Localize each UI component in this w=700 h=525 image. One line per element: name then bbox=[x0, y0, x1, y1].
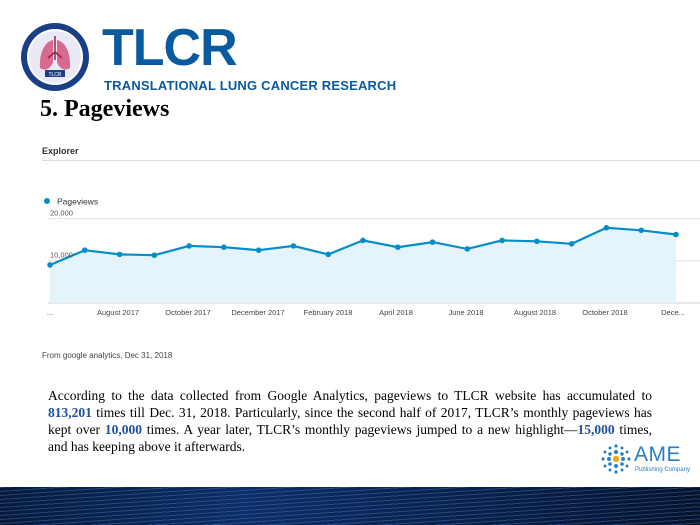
brand-logo-title: TLCR bbox=[102, 19, 238, 77]
data-point bbox=[360, 237, 366, 244]
highlight-total-pageviews: 813,201 bbox=[48, 405, 92, 420]
brand-logo-subtitle: TRANSLATIONAL LUNG CANCER RESEARCH bbox=[104, 78, 397, 93]
paragraph-text-1: According to the data collected from Goo… bbox=[48, 388, 652, 403]
data-point bbox=[151, 252, 158, 259]
data-point bbox=[290, 243, 297, 249]
data-point bbox=[499, 237, 505, 244]
seal-text: TLCR bbox=[48, 72, 61, 78]
data-point bbox=[534, 238, 540, 245]
x-tick-label: April 2018 bbox=[379, 308, 413, 317]
x-tick-label: June 2018 bbox=[448, 308, 483, 317]
data-point bbox=[325, 251, 332, 258]
data-point bbox=[568, 241, 575, 247]
x-tick-label: December 2017 bbox=[231, 308, 284, 317]
data-point bbox=[464, 246, 471, 252]
explorer-divider bbox=[42, 160, 700, 161]
x-tick-label: Dece... bbox=[661, 308, 685, 317]
highlight-monthly-10000: 10,000 bbox=[104, 422, 142, 437]
data-point bbox=[429, 239, 436, 245]
tlcr-seal-logo: TLCR bbox=[21, 23, 89, 91]
summary-paragraph: According to the data collected from Goo… bbox=[48, 387, 652, 455]
paragraph-text-2: times till Dec. 31, 2018. Particularly, … bbox=[48, 405, 652, 437]
pageviews-line-chart: 20,000 10,000 ... August 2017 October 2017 D… bbox=[44, 197, 700, 317]
ame-dot-globe-icon bbox=[601, 444, 631, 474]
chart-points bbox=[47, 224, 679, 268]
paragraph-text-4: times, and has keeping above it afterwar… bbox=[48, 422, 652, 454]
chart-x-ticks: ... August 2017 October 2017 December 2017 F… bbox=[47, 308, 685, 317]
y-tick-label: 10,000 bbox=[50, 251, 73, 260]
x-tick-label: August 2018 bbox=[514, 308, 556, 317]
x-tick-label: October 2017 bbox=[165, 308, 210, 317]
data-point bbox=[221, 244, 227, 250]
data-point bbox=[186, 243, 192, 249]
x-tick-label: ... bbox=[47, 308, 53, 317]
y-tick-label: 20,000 bbox=[50, 208, 73, 217]
highlight-monthly-15000: 15,000 bbox=[577, 422, 615, 437]
x-tick-label: February 2018 bbox=[304, 308, 353, 317]
legend-marker-pageviews bbox=[44, 198, 50, 204]
legend-label-pageviews: Pageviews bbox=[57, 197, 98, 207]
source-note: From google analytics, Dec 31, 2018 bbox=[42, 351, 173, 360]
data-point bbox=[673, 231, 679, 238]
slide-title: 5. Pageviews bbox=[40, 96, 170, 122]
data-point bbox=[81, 247, 88, 253]
data-point bbox=[394, 244, 401, 250]
x-tick-label: August 2017 bbox=[97, 308, 139, 317]
chart-y-ticks: 20,000 10,000 bbox=[50, 208, 73, 259]
data-point bbox=[603, 224, 610, 231]
data-point bbox=[255, 247, 262, 253]
data-point bbox=[116, 251, 123, 258]
chart-legend: Pageviews bbox=[44, 197, 98, 207]
ame-logo-subtitle: Publishing Company bbox=[635, 467, 691, 473]
explorer-tab-label: Explorer bbox=[42, 146, 79, 156]
footer-decorative-band bbox=[0, 487, 700, 525]
data-point bbox=[47, 262, 53, 268]
paragraph-text-3: times. A year later, TLCR’s monthly page… bbox=[141, 422, 578, 437]
x-tick-label: October 2018 bbox=[582, 308, 627, 317]
data-point bbox=[638, 227, 645, 234]
ame-logo-text: AME bbox=[634, 443, 682, 466]
ame-publishing-logo: AME Publishing Company bbox=[598, 441, 693, 479]
